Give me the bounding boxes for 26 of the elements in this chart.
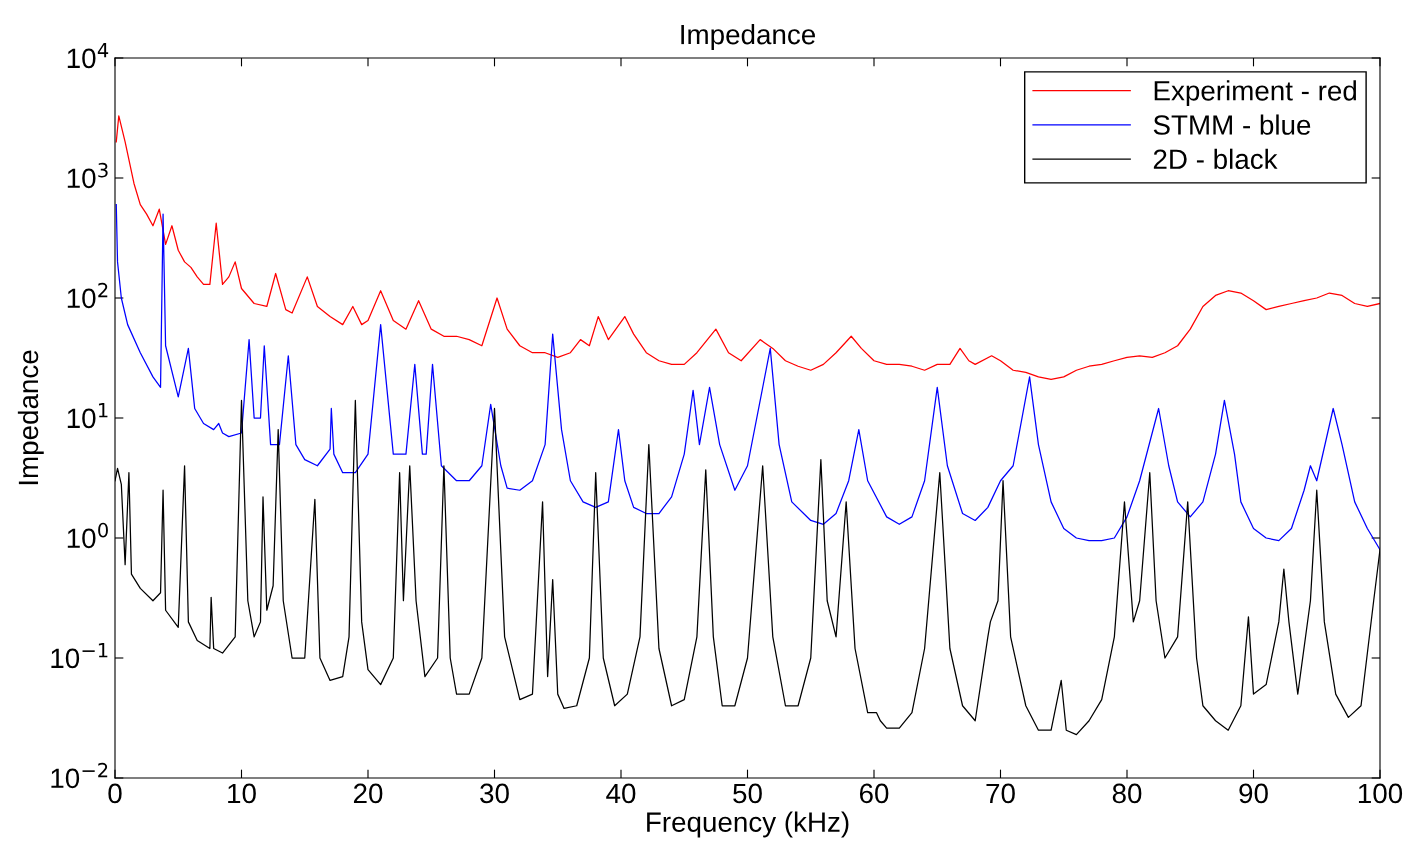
y-tick-label: 10$^{−2}$ — [51, 762, 108, 789]
y-axis-title: Impedance — [17, 350, 44, 485]
legend-label: STMM - blue — [1153, 114, 1311, 135]
x-tick-label: 80 — [1112, 783, 1142, 804]
x-axis-title: Frequency (kHz) — [647, 811, 849, 838]
x-tick-label: 60 — [859, 783, 889, 804]
y-tick-label: 10$^{3}$ — [67, 162, 108, 189]
legend-label: Experiment - red — [1154, 80, 1356, 107]
y-tick-label: 10$^{0}$ — [67, 522, 108, 549]
line-series — [115, 203, 1380, 551]
x-tick-label: 50 — [733, 783, 762, 804]
legend-label: 2D - black — [1153, 148, 1278, 170]
line-series — [115, 115, 1380, 380]
x-tick-label: 100 — [1358, 783, 1403, 804]
y-tick-label: 10$^{−1}$ — [51, 643, 108, 669]
y-tick-label: 10$^{4}$ — [67, 43, 109, 69]
x-tick-label: 10 — [228, 783, 256, 804]
x-tick-label: 90 — [1239, 783, 1268, 804]
y-tick-label: 10$^{2}$ — [67, 282, 108, 309]
x-tick-label: 70 — [986, 783, 1015, 804]
x-tick-label: 20 — [353, 783, 383, 804]
x-tick-label: 0 — [108, 783, 122, 804]
y-tick-label: 10$^{1}$ — [67, 403, 108, 429]
x-tick-label: 30 — [480, 783, 509, 804]
x-tick-label: 40 — [606, 783, 636, 804]
chart-title: Impedance — [681, 23, 815, 50]
